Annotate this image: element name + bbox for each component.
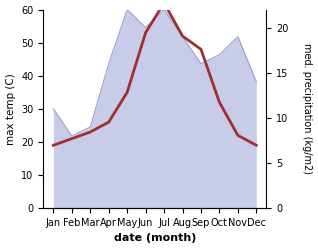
- Y-axis label: max temp (C): max temp (C): [5, 73, 16, 145]
- Y-axis label: med. precipitation (kg/m2): med. precipitation (kg/m2): [302, 43, 313, 174]
- X-axis label: date (month): date (month): [114, 234, 196, 244]
